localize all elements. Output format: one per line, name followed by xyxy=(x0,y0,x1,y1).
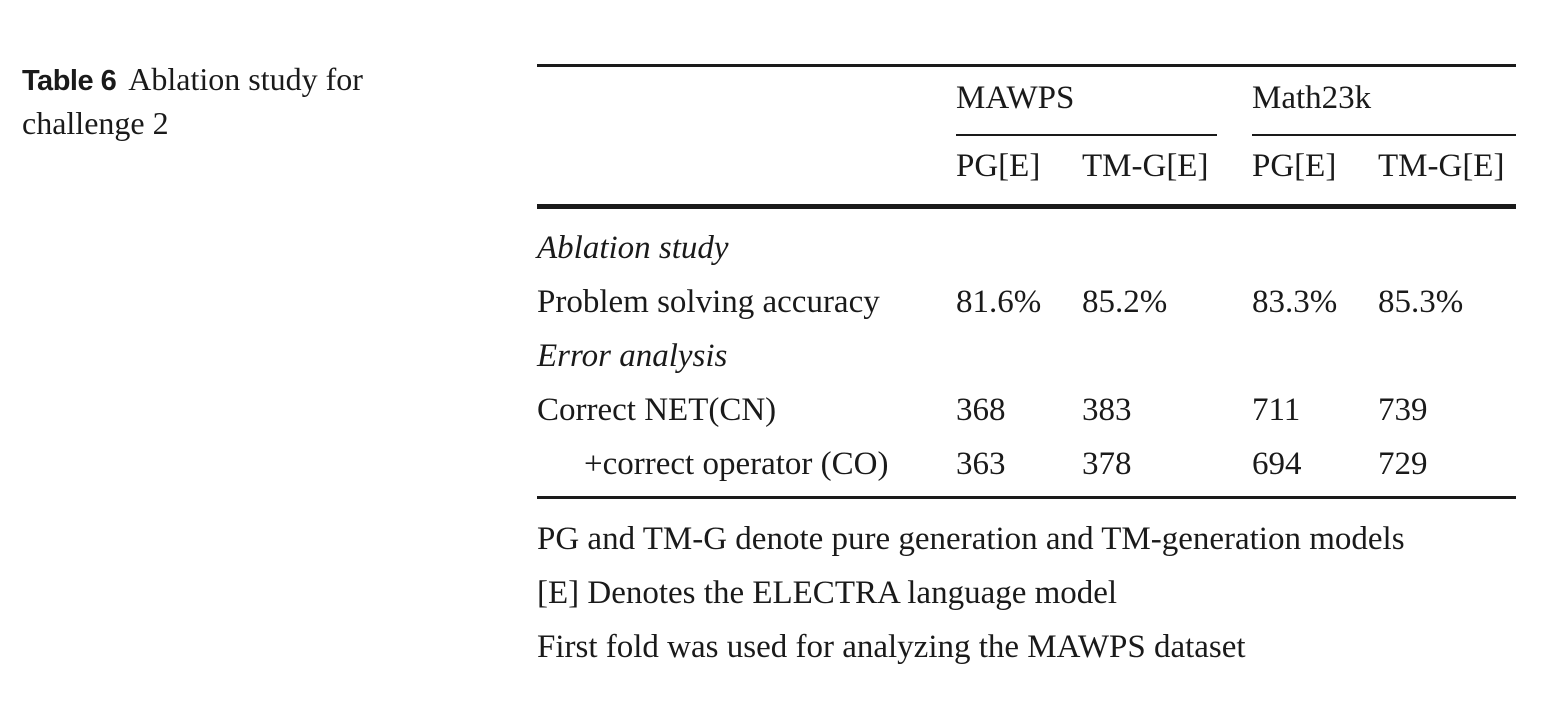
table-cell: 85.3% xyxy=(1378,284,1464,320)
table-cell: 83.3% xyxy=(1252,284,1338,320)
group-header-mawps: MAWPS xyxy=(956,80,1075,116)
table-title: Ablation study for challenge 2 xyxy=(22,61,363,141)
table-cell: 711 xyxy=(1252,392,1301,428)
section-label-error: Error analysis xyxy=(537,338,728,374)
table-cell: 378 xyxy=(1082,446,1132,482)
table-cell: 739 xyxy=(1378,392,1428,428)
table-cell: 729 xyxy=(1378,446,1428,482)
column-header: TM-G[E] xyxy=(1378,148,1505,184)
table-cell: 85.2% xyxy=(1082,284,1168,320)
row-label: Problem solving accuracy xyxy=(537,284,880,320)
bottom-rule xyxy=(537,496,1516,499)
top-rule xyxy=(537,64,1516,67)
table-cell: 363 xyxy=(956,446,1006,482)
footnote: First fold was used for analyzing the MA… xyxy=(537,629,1246,665)
header-rule xyxy=(537,204,1516,209)
section-label-ablation: Ablation study xyxy=(537,230,729,266)
table-cell: 81.6% xyxy=(956,284,1042,320)
footnote: PG and TM-G denote pure generation and T… xyxy=(537,521,1405,557)
table-number: Table 6 xyxy=(22,65,117,97)
mawps-group-rule xyxy=(956,134,1217,136)
row-label: Correct NET(CN) xyxy=(537,392,777,428)
math23k-group-rule xyxy=(1252,134,1516,136)
table-cell: 694 xyxy=(1252,446,1302,482)
column-header: TM-G[E] xyxy=(1082,148,1209,184)
table-cell: 383 xyxy=(1082,392,1132,428)
table-caption: Table 6 Ablation study for challenge 2 xyxy=(22,58,442,144)
table-cell: 368 xyxy=(956,392,1006,428)
column-header: PG[E] xyxy=(956,148,1041,184)
footnote: [E] Denotes the ELECTRA language model xyxy=(537,575,1118,611)
row-label: +correct operator (CO) xyxy=(584,446,889,482)
column-header: PG[E] xyxy=(1252,148,1337,184)
group-header-math23k: Math23k xyxy=(1252,80,1372,116)
